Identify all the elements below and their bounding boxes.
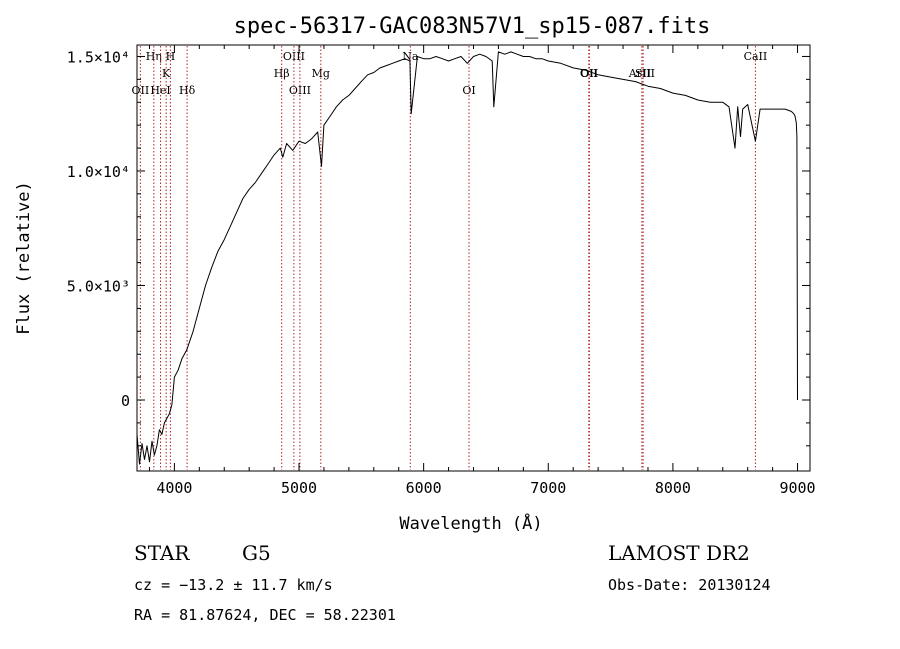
- spectral-line-label: Hδ: [179, 84, 196, 97]
- spectral-line-label: OII: [132, 84, 150, 97]
- chart-title: spec-56317-GAC083N57V1_sp15-087.fits: [234, 14, 711, 39]
- spectral-line-label: HeI: [150, 84, 170, 97]
- x-tick-label: 9000: [779, 479, 815, 497]
- spectral-line-label: OIII: [289, 84, 311, 97]
- spectral-line-label: Mg: [312, 67, 330, 80]
- y-tick-label: 1.0×10⁴: [67, 163, 130, 181]
- survey-name: LAMOST DR2: [608, 541, 750, 565]
- spectral-line-label: SII: [635, 67, 651, 80]
- spectral-line-label: Hβ: [274, 67, 290, 80]
- x-tick-label: 7000: [530, 479, 566, 497]
- plot-frame: [136, 44, 811, 472]
- x-tick-label: 4000: [156, 479, 192, 497]
- obs-date-text: Obs-Date: 20130124: [608, 576, 771, 594]
- coordinates-text: RA = 81.87624, DEC = 58.22301: [134, 606, 396, 624]
- y-axis-ticks: 0 5.0×10³ 1.0×10⁴ 1.5×10⁴: [67, 48, 810, 447]
- x-tick-label: 5000: [281, 479, 317, 497]
- x-tick-label: 8000: [655, 479, 691, 497]
- x-tick-label: 6000: [406, 479, 442, 497]
- x-axis-ticks: 4000 5000 6000 7000 8000 9000: [148, 45, 816, 497]
- x-axis-label: Wavelength (Å): [399, 512, 542, 534]
- spectrum-series: [136, 51, 798, 465]
- y-tick-label: 0: [121, 392, 130, 410]
- spectral-line-label: ArIII: [628, 67, 655, 80]
- spectral-line-label: K: [162, 67, 171, 80]
- y-axis-label: Flux (relative): [14, 181, 34, 335]
- spectral-line-label: OI: [462, 84, 475, 97]
- y-tick-label: 5.0×10³: [67, 277, 130, 295]
- redshift-text: cz = −13.2 ± 11.7 km/s: [134, 576, 333, 594]
- spectral-line-markers: [139, 46, 756, 470]
- object-class: STAR: [134, 541, 190, 565]
- y-tick-label: 1.5×10⁴: [67, 48, 130, 66]
- object-subclass: G5: [242, 541, 271, 565]
- spectrum-line: [136, 51, 798, 465]
